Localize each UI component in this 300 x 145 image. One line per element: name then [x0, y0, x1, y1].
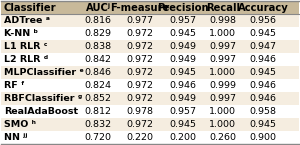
Text: MLPClassifier ᵉ: MLPClassifier ᵉ [4, 68, 84, 77]
Text: F-measure: F-measure [110, 3, 169, 13]
Text: 0.946: 0.946 [249, 81, 276, 90]
Text: 0.977: 0.977 [126, 16, 153, 25]
Text: AUCʲ: AUCʲ [85, 3, 110, 13]
Text: Accuracy: Accuracy [238, 3, 288, 13]
Text: 0.972: 0.972 [126, 42, 153, 51]
Text: 0.972: 0.972 [126, 81, 153, 90]
Bar [2, 40, 298, 53]
Bar [2, 92, 298, 105]
Text: L1 RLR ᶜ: L1 RLR ᶜ [4, 42, 47, 51]
Text: 0.997: 0.997 [209, 94, 236, 103]
Text: K-NN ᵇ: K-NN ᵇ [4, 29, 38, 38]
Text: 0.972: 0.972 [126, 120, 153, 129]
Text: 1.000: 1.000 [209, 29, 236, 38]
Text: 0.946: 0.946 [249, 94, 276, 103]
Text: 0.838: 0.838 [84, 42, 112, 51]
Text: 0.816: 0.816 [85, 16, 112, 25]
Text: 1.000: 1.000 [209, 120, 236, 129]
Text: 0.972: 0.972 [126, 94, 153, 103]
Text: 0.958: 0.958 [249, 107, 276, 116]
Text: 0.900: 0.900 [249, 133, 276, 142]
Text: 1.000: 1.000 [209, 107, 236, 116]
Text: 0.945: 0.945 [169, 29, 196, 38]
Text: 0.829: 0.829 [85, 29, 112, 38]
Text: 0.720: 0.720 [85, 133, 112, 142]
Text: 0.824: 0.824 [85, 81, 112, 90]
Text: 0.956: 0.956 [249, 16, 276, 25]
Text: 0.949: 0.949 [169, 42, 196, 51]
Text: 0.972: 0.972 [126, 29, 153, 38]
Text: 0.957: 0.957 [169, 107, 196, 116]
Bar [2, 105, 298, 118]
Text: Precision: Precision [157, 3, 208, 13]
Text: RealAdaBoost: RealAdaBoost [4, 107, 78, 116]
Text: Recall: Recall [206, 3, 240, 13]
Bar [2, 79, 298, 92]
Text: 0.949: 0.949 [169, 55, 196, 64]
Text: 0.200: 0.200 [169, 133, 196, 142]
Text: 0.997: 0.997 [209, 42, 236, 51]
Text: 0.972: 0.972 [126, 68, 153, 77]
Text: 0.945: 0.945 [169, 68, 196, 77]
Text: 0.846: 0.846 [85, 68, 112, 77]
Text: 0.997: 0.997 [209, 55, 236, 64]
Text: 0.945: 0.945 [169, 120, 196, 129]
Text: 0.945: 0.945 [249, 120, 276, 129]
Text: 0.945: 0.945 [249, 29, 276, 38]
Text: 0.998: 0.998 [209, 16, 236, 25]
Text: SMO ʰ: SMO ʰ [4, 120, 36, 129]
Bar [2, 14, 298, 27]
Text: 0.949: 0.949 [169, 94, 196, 103]
Text: 0.812: 0.812 [85, 107, 112, 116]
Text: 0.946: 0.946 [249, 55, 276, 64]
Text: 0.999: 0.999 [209, 81, 236, 90]
Text: 0.832: 0.832 [84, 120, 112, 129]
Text: 0.946: 0.946 [169, 81, 196, 90]
Bar [2, 1, 298, 14]
Text: 0.842: 0.842 [85, 55, 112, 64]
Text: RF ᶠ: RF ᶠ [4, 81, 24, 90]
Text: ADTree ᵃ: ADTree ᵃ [4, 16, 50, 25]
Bar [2, 53, 298, 66]
Bar [2, 27, 298, 40]
Text: 0.978: 0.978 [126, 107, 153, 116]
Text: 1.000: 1.000 [209, 68, 236, 77]
Text: L2 RLR ᵈ: L2 RLR ᵈ [4, 55, 48, 64]
Text: 0.852: 0.852 [85, 94, 112, 103]
Text: Classifier: Classifier [4, 3, 56, 13]
Text: 0.972: 0.972 [126, 55, 153, 64]
Bar [2, 66, 298, 79]
Text: NN ʲʲ: NN ʲʲ [4, 133, 27, 142]
Text: RBFClassifier ᶢ: RBFClassifier ᶢ [4, 94, 82, 103]
Bar [2, 118, 298, 131]
Text: 0.220: 0.220 [126, 133, 153, 142]
Text: 0.947: 0.947 [249, 42, 276, 51]
Text: 0.957: 0.957 [169, 16, 196, 25]
Text: 0.260: 0.260 [209, 133, 236, 142]
Bar [2, 131, 298, 144]
Text: 0.945: 0.945 [249, 68, 276, 77]
